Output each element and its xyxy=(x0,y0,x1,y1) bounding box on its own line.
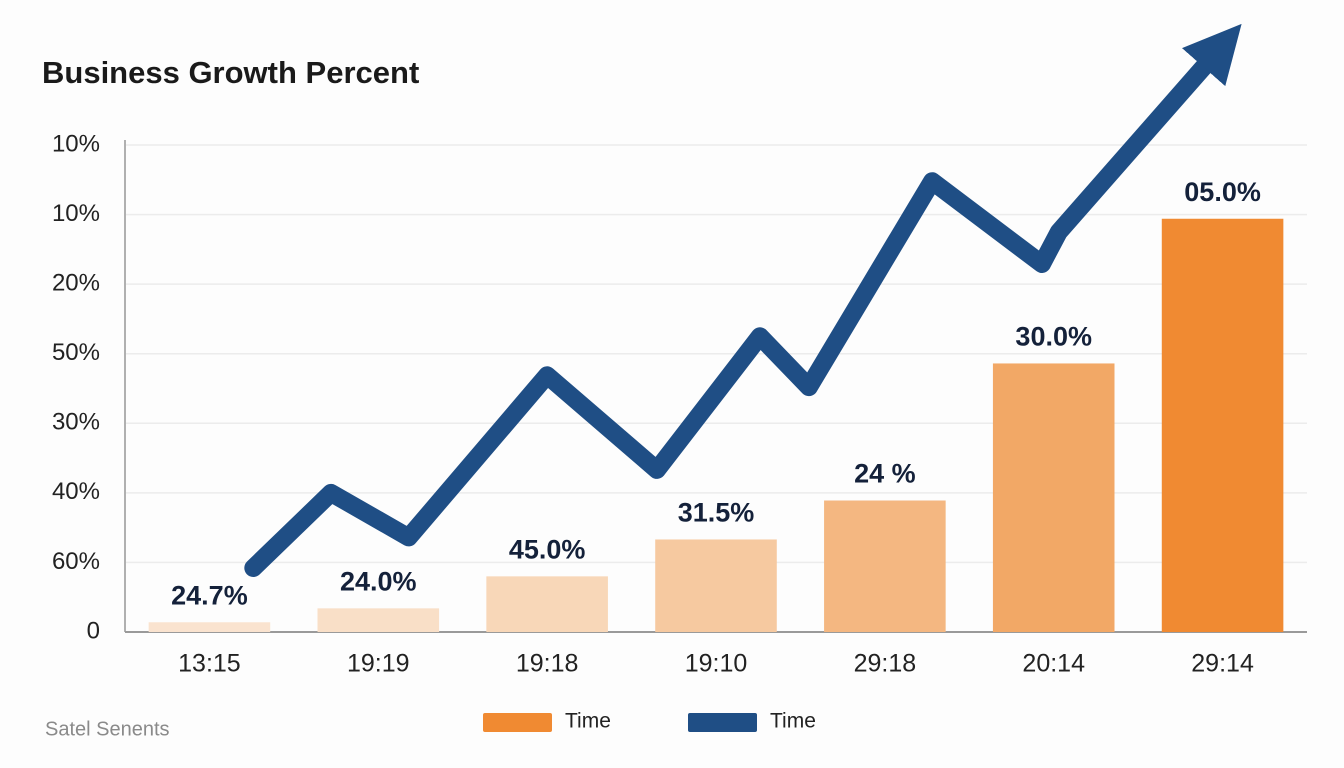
bar xyxy=(486,576,608,632)
y-tick-label: 10% xyxy=(52,200,100,227)
x-tick-label: 13:15 xyxy=(178,650,241,678)
bar xyxy=(148,622,271,632)
legend-label: Time xyxy=(770,710,816,733)
legend-swatch xyxy=(483,713,552,732)
bar xyxy=(824,500,946,632)
bar-label: 24.7% xyxy=(171,580,248,610)
bar-label: 05.0% xyxy=(1184,177,1261,207)
source-note: Satel Senents xyxy=(45,718,170,740)
y-tick-label: 60% xyxy=(52,548,100,575)
y-tick-label: 10% xyxy=(52,130,100,157)
y-tick-label: 0 xyxy=(87,617,100,644)
legend-swatch xyxy=(688,713,757,732)
y-tick-label: 20% xyxy=(52,269,100,296)
bar xyxy=(992,363,1115,632)
bar-label: 31.5% xyxy=(678,498,755,528)
line xyxy=(244,23,1242,577)
y-tick-label: 50% xyxy=(52,339,100,366)
chart-title: Business Growth Percent xyxy=(42,55,419,90)
bar xyxy=(317,608,440,632)
bar-label: 30.0% xyxy=(1015,322,1092,352)
bar xyxy=(655,539,777,632)
bar-label: 45.0% xyxy=(509,534,586,564)
x-tick-label: 29:18 xyxy=(854,650,917,678)
y-tick-label: 40% xyxy=(52,478,100,505)
x-tick-label: 19:10 xyxy=(685,650,748,678)
bar xyxy=(1161,218,1284,632)
y-tick-label: 30% xyxy=(52,409,100,436)
bar-label: 24.0% xyxy=(340,566,417,596)
x-tick-label: 20:14 xyxy=(1022,650,1085,678)
bar-label: 24 % xyxy=(854,459,916,489)
legend-label: Time xyxy=(565,710,611,733)
x-tick-label: 19:18 xyxy=(516,650,579,678)
x-tick-label: 19:19 xyxy=(347,650,410,678)
x-tick-label: 29:14 xyxy=(1191,650,1254,678)
